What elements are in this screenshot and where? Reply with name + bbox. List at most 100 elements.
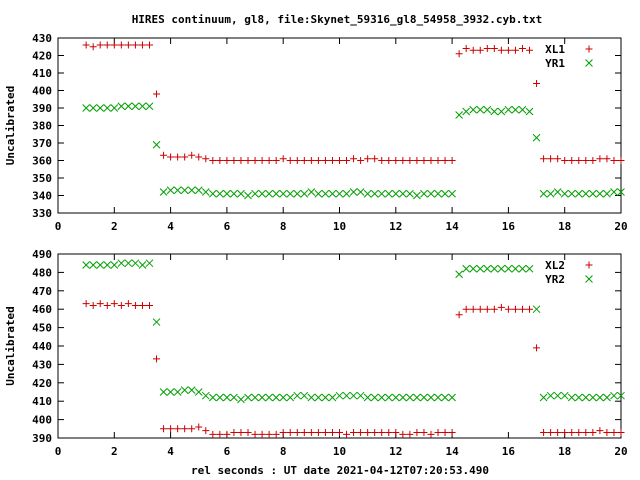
data-point [328, 428, 336, 436]
data-point [343, 430, 351, 438]
y-tick-label: 350 [32, 172, 52, 185]
data-point [208, 393, 217, 402]
data-point [110, 261, 119, 269]
data-point [371, 428, 379, 436]
data-point [202, 155, 210, 163]
data-point [413, 157, 421, 164]
data-point [364, 428, 372, 436]
data-point [364, 155, 372, 163]
data-point [201, 188, 210, 196]
data-point [160, 425, 168, 433]
data-point [441, 393, 449, 402]
data-point [581, 189, 590, 198]
data-point [223, 393, 231, 402]
legend-marker [585, 59, 593, 67]
x-tick-label: 14 [445, 220, 459, 233]
data-point [553, 391, 562, 400]
data-point [533, 344, 541, 352]
data-point [167, 425, 175, 433]
data-point [427, 189, 435, 198]
data-point [420, 157, 428, 164]
y-tick-label: 430 [32, 358, 52, 371]
data-point [110, 41, 118, 49]
data-point [441, 428, 449, 436]
data-point [103, 261, 112, 269]
data-point [237, 189, 245, 198]
y-tick-label: 400 [32, 85, 52, 98]
data-point [251, 430, 259, 438]
data-point [209, 157, 217, 164]
data-point [357, 157, 365, 164]
data-point [173, 186, 182, 195]
x-tick-label: 10 [333, 445, 346, 458]
data-point [138, 302, 146, 310]
data-point [490, 45, 498, 52]
data-point [307, 188, 316, 196]
y-tick-label: 490 [32, 248, 52, 261]
data-point [258, 157, 266, 164]
data-point [490, 305, 498, 313]
data-point [244, 191, 252, 200]
data-point [103, 41, 111, 49]
data-point [251, 157, 259, 164]
data-point [455, 311, 463, 319]
data-point [462, 107, 471, 116]
y-axis-label: Uncalibrated [4, 306, 17, 385]
data-point [342, 391, 351, 400]
data-point [476, 46, 484, 54]
data-point [371, 155, 379, 163]
data-point [153, 355, 161, 363]
data-point [117, 41, 125, 49]
data-point [567, 189, 576, 198]
data-point [384, 393, 393, 402]
x-tick-label: 16 [502, 220, 516, 233]
data-point [526, 46, 534, 54]
data-point [377, 393, 386, 402]
x-tick-label: 12 [389, 220, 402, 233]
data-point [511, 46, 519, 54]
data-point [180, 386, 189, 395]
legend-label: XL1 [545, 43, 565, 56]
data-point [469, 305, 477, 313]
data-point [561, 428, 569, 436]
y-tick-label: 430 [32, 32, 52, 45]
data-point [265, 157, 273, 164]
data-point [279, 428, 287, 436]
data-point [138, 261, 147, 269]
data-point [145, 259, 154, 268]
data-point [448, 189, 456, 198]
data-point [153, 90, 161, 98]
data-point [588, 393, 597, 402]
data-point [335, 391, 344, 400]
data-point [159, 388, 168, 396]
data-point [420, 428, 428, 436]
data-point [588, 189, 597, 198]
data-point [547, 155, 555, 163]
data-point [216, 430, 224, 438]
data-point [124, 259, 133, 268]
data-point [166, 388, 175, 396]
data-point [145, 102, 154, 111]
data-point [582, 428, 590, 436]
legend-marker [585, 275, 593, 283]
data-point [617, 428, 625, 436]
data-point [540, 155, 548, 163]
data-point [554, 155, 562, 163]
data-point [314, 428, 322, 436]
data-point [378, 157, 386, 164]
data-point [272, 157, 280, 164]
data-point [160, 151, 168, 159]
x-tick-label: 4 [167, 220, 174, 233]
data-point [188, 425, 196, 433]
data-point [568, 157, 576, 164]
y-tick-label: 410 [32, 67, 52, 80]
x-tick-label: 20 [614, 220, 627, 233]
data-point [363, 393, 372, 402]
data-point [574, 189, 583, 198]
x-tick-label: 2 [111, 220, 118, 233]
series-YR2 [82, 259, 625, 404]
data-point [462, 45, 470, 52]
data-point [490, 264, 499, 273]
data-point [448, 157, 456, 164]
x-axis-label: rel seconds : UT date 2021-04-12T07:20:5… [191, 464, 489, 477]
